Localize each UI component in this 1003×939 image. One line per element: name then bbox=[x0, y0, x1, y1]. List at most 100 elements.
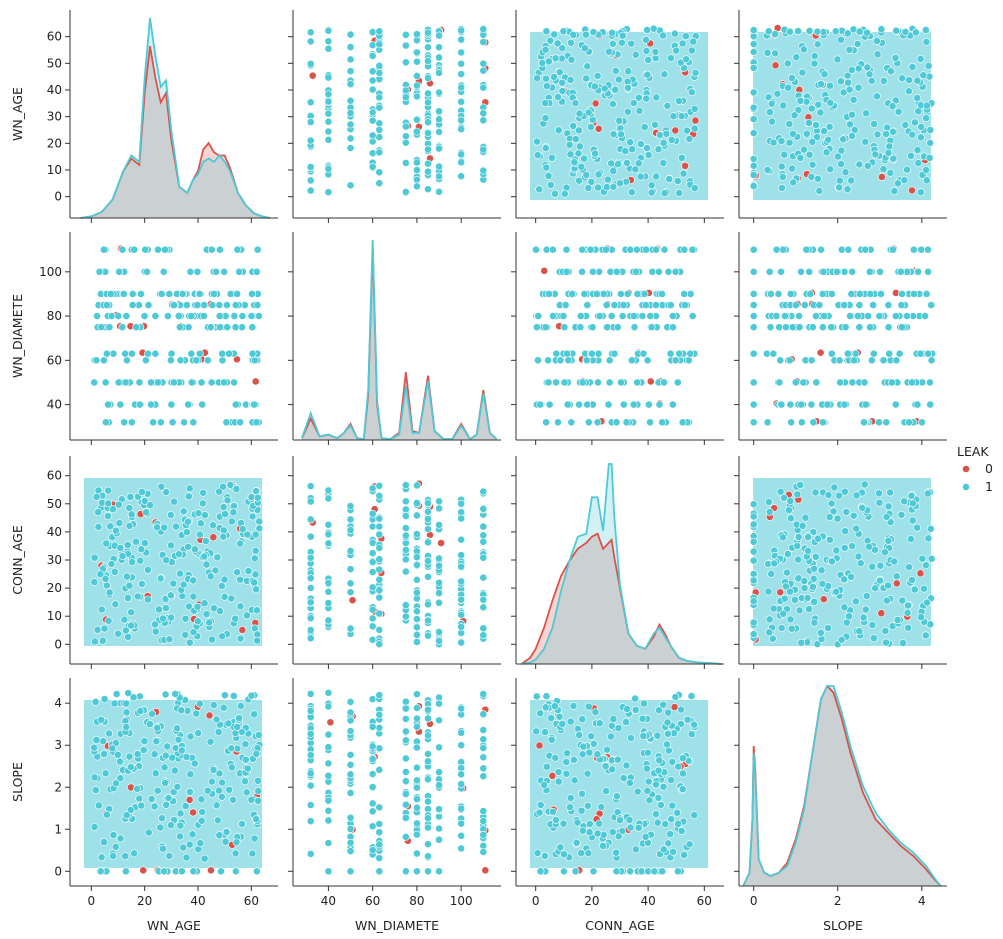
point-leak-1 bbox=[655, 756, 664, 765]
point-leak-1 bbox=[836, 378, 845, 387]
point-leak-1 bbox=[122, 699, 131, 708]
point-leak-1 bbox=[783, 568, 791, 577]
point-leak-1 bbox=[582, 356, 591, 365]
point-leak-1 bbox=[457, 819, 466, 828]
point-leak-1 bbox=[368, 149, 377, 158]
point-leak-1 bbox=[905, 563, 913, 572]
point-leak-1 bbox=[92, 736, 101, 745]
point-leak-1 bbox=[424, 74, 432, 82]
point-leak-1 bbox=[306, 614, 315, 623]
point-leak-1 bbox=[173, 724, 181, 733]
point-leak-1 bbox=[647, 181, 656, 190]
point-leak-1 bbox=[871, 150, 880, 159]
point-leak-1 bbox=[168, 753, 177, 762]
point-leak-1 bbox=[123, 541, 132, 549]
point-leak-1 bbox=[123, 572, 131, 581]
point-leak-1 bbox=[828, 557, 836, 566]
point-leak-1 bbox=[652, 810, 660, 818]
point-leak-1 bbox=[116, 544, 125, 552]
point-leak-1 bbox=[177, 706, 186, 715]
point-leak-1 bbox=[673, 867, 682, 876]
point-leak-1 bbox=[135, 794, 144, 803]
point-leak-1 bbox=[560, 323, 569, 332]
point-leak-0 bbox=[892, 579, 901, 588]
point-leak-1 bbox=[107, 560, 116, 568]
point-leak-1 bbox=[927, 554, 936, 563]
point-leak-1 bbox=[168, 418, 177, 427]
point-leak-1 bbox=[200, 301, 209, 309]
point-leak-1 bbox=[306, 532, 315, 541]
point-leak-1 bbox=[435, 637, 443, 645]
point-leak-1 bbox=[306, 163, 315, 171]
point-leak-1 bbox=[375, 69, 384, 77]
point-leak-1 bbox=[570, 158, 579, 167]
point-leak-1 bbox=[346, 624, 355, 633]
point-leak-1 bbox=[587, 177, 596, 186]
point-leak-0 bbox=[548, 771, 557, 780]
point-leak-1 bbox=[891, 312, 900, 320]
point-leak-1 bbox=[206, 737, 215, 746]
point-leak-1 bbox=[560, 189, 569, 198]
point-leak-1 bbox=[893, 616, 902, 624]
point-leak-1 bbox=[149, 418, 158, 427]
point-leak-1 bbox=[840, 267, 849, 276]
point-leak-1 bbox=[617, 130, 625, 139]
point-leak-1 bbox=[306, 598, 315, 607]
point-leak-1 bbox=[137, 545, 146, 554]
point-leak-1 bbox=[622, 718, 630, 726]
point-leak-1 bbox=[153, 723, 162, 732]
point-leak-1 bbox=[401, 612, 410, 621]
point-leak-1 bbox=[666, 830, 675, 839]
point-leak-1 bbox=[612, 792, 621, 801]
point-leak-1 bbox=[566, 794, 575, 802]
point-leak-1 bbox=[651, 301, 660, 309]
point-leak-1 bbox=[593, 72, 602, 80]
point-leak-1 bbox=[212, 715, 221, 724]
point-leak-1 bbox=[251, 530, 260, 539]
point-leak-1 bbox=[324, 73, 333, 82]
point-leak-1 bbox=[785, 120, 794, 128]
point-leak-1 bbox=[137, 580, 146, 588]
point-leak-1 bbox=[184, 323, 193, 332]
point-leak-1 bbox=[552, 378, 561, 387]
point-leak-1 bbox=[819, 418, 827, 427]
point-leak-1 bbox=[831, 27, 840, 36]
point-leak-1 bbox=[176, 569, 185, 578]
point-leak-1 bbox=[861, 137, 870, 146]
point-leak-1 bbox=[154, 378, 162, 387]
point-leak-1 bbox=[424, 714, 432, 723]
point-leak-1 bbox=[160, 763, 169, 772]
y-axis-title: SLOPE bbox=[10, 762, 25, 802]
point-leak-1 bbox=[185, 484, 194, 493]
y-tick-label: 80 bbox=[47, 309, 62, 323]
point-leak-1 bbox=[99, 356, 108, 365]
point-leak-1 bbox=[184, 492, 193, 501]
point-leak-1 bbox=[593, 829, 602, 838]
point-leak-1 bbox=[644, 748, 652, 757]
point-leak-1 bbox=[101, 769, 110, 778]
point-leak-1 bbox=[769, 138, 778, 147]
point-leak-0 bbox=[205, 711, 214, 720]
legend-marker-0 bbox=[962, 465, 970, 473]
point-leak-1 bbox=[921, 26, 930, 34]
point-leak-1 bbox=[206, 572, 215, 581]
point-leak-0 bbox=[326, 718, 335, 727]
point-leak-1 bbox=[121, 626, 130, 635]
point-leak-1 bbox=[346, 144, 355, 152]
point-leak-1 bbox=[795, 323, 804, 332]
point-leak-1 bbox=[827, 499, 836, 508]
point-leak-1 bbox=[324, 109, 333, 118]
point-leak-1 bbox=[684, 356, 693, 365]
point-leak-1 bbox=[644, 400, 653, 409]
point-leak-1 bbox=[457, 844, 466, 853]
kde-line-leak-1 bbox=[80, 17, 271, 219]
point-leak-1 bbox=[681, 301, 689, 309]
point-leak-1 bbox=[673, 177, 682, 185]
point-leak-1 bbox=[687, 46, 696, 55]
point-leak-1 bbox=[158, 814, 166, 823]
scatter-SLOPE-vs-CONN_AGE bbox=[530, 691, 708, 876]
point-leak-1 bbox=[368, 538, 377, 547]
point-leak-1 bbox=[479, 25, 488, 33]
point-leak-1 bbox=[375, 609, 384, 618]
point-leak-1 bbox=[169, 579, 178, 588]
